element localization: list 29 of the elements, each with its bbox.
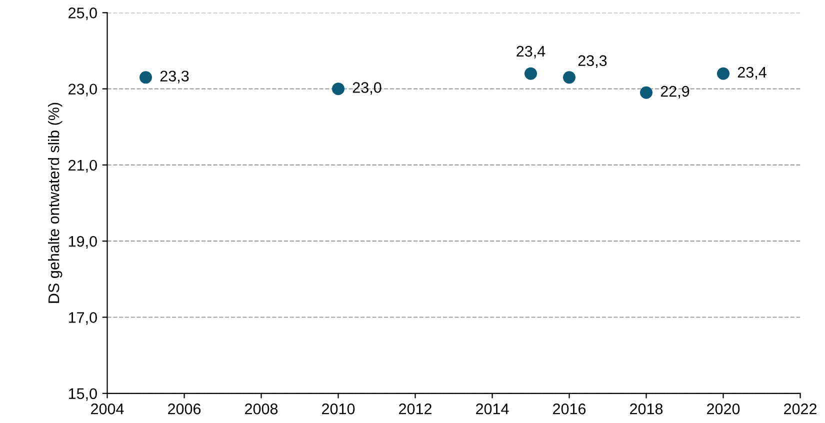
- y-tick-label: 17,0: [68, 312, 97, 325]
- point: [717, 67, 730, 80]
- point: [332, 82, 344, 96]
- data-label: 23,3: [578, 55, 607, 68]
- point: [563, 71, 576, 84]
- y-tick-label: 15,0: [68, 388, 97, 401]
- data-label: 22,9: [660, 86, 690, 99]
- data-label: 23,4: [516, 46, 546, 58]
- x-tick-label: 2016: [553, 404, 586, 414]
- x-tick-label: 2010: [322, 404, 355, 414]
- point: [524, 67, 537, 80]
- y-tick-label: 19,0: [68, 236, 97, 249]
- data-label: 23,4: [738, 66, 766, 80]
- data-label: 23,3: [160, 70, 189, 84]
- y-tick-label: 25,0: [68, 8, 97, 20]
- x-tick-label: 2018: [630, 404, 663, 414]
- x-tick-label: 2006: [168, 404, 201, 414]
- point: [140, 71, 152, 84]
- point: [640, 86, 652, 99]
- x-tick-label: 2012: [399, 404, 432, 414]
- y-tick-label: 23,0: [68, 84, 97, 96]
- x-tick-label: 2014: [476, 404, 509, 414]
- y-tick-label: 21,0: [68, 160, 97, 172]
- data-label: 23,0: [352, 82, 382, 95]
- x-tick-label: 2008: [245, 404, 278, 414]
- x-tick-label: 2004: [91, 404, 124, 414]
- x-tick-label: 2020: [707, 404, 740, 414]
- x-tick-label: 2022: [784, 404, 816, 414]
- y-axis-title: DS gehalte ontwaterd slib (%): [48, 102, 62, 303]
